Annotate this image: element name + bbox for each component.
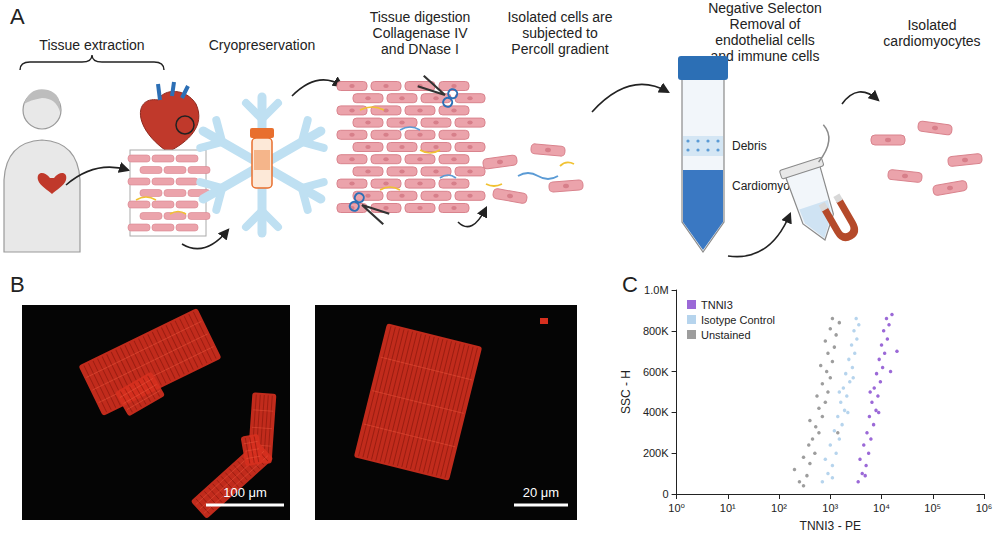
- svg-text:TNNI3: TNNI3: [701, 299, 733, 311]
- svg-text:subjected to: subjected to: [522, 25, 598, 41]
- svg-text:Unstained: Unstained: [701, 329, 751, 341]
- svg-text:Isolated cells are: Isolated cells are: [507, 9, 612, 25]
- svg-text:1.0M: 1.0M: [644, 284, 668, 296]
- svg-text:20 μm: 20 μm: [523, 485, 559, 500]
- svg-text:200K: 200K: [643, 447, 669, 459]
- svg-text:Isotype Control: Isotype Control: [701, 314, 775, 326]
- svg-text:Isolated: Isolated: [907, 17, 956, 33]
- svg-text:and immune cells: and immune cells: [710, 48, 820, 64]
- svg-text:Cryopreservation: Cryopreservation: [209, 37, 316, 53]
- svg-text:B: B: [10, 272, 25, 297]
- svg-text:TNNI3 - PE: TNNI3 - PE: [800, 519, 861, 533]
- svg-text:Tissue digestion: Tissue digestion: [370, 9, 471, 25]
- svg-text:100 μm: 100 μm: [223, 485, 267, 500]
- svg-text:10³: 10³: [822, 502, 838, 514]
- svg-text:cardiomyocytes: cardiomyocytes: [883, 33, 980, 49]
- svg-text:C: C: [622, 272, 638, 297]
- svg-text:Debris: Debris: [732, 139, 767, 153]
- svg-text:Percoll gradient: Percoll gradient: [511, 41, 608, 57]
- svg-text:800K: 800K: [643, 325, 669, 337]
- svg-text:SSC - H: SSC - H: [619, 370, 633, 414]
- svg-text:10⁰: 10⁰: [668, 502, 685, 514]
- svg-text:Collagenase IV: Collagenase IV: [373, 25, 469, 41]
- svg-text:endothelial cells: endothelial cells: [715, 32, 815, 48]
- svg-text:10⁴: 10⁴: [873, 502, 890, 514]
- svg-text:A: A: [10, 4, 25, 29]
- svg-text:400K: 400K: [643, 406, 669, 418]
- svg-text:0: 0: [662, 488, 668, 500]
- svg-text:Cardiomyocytes: Cardiomyocytes: [732, 179, 818, 193]
- svg-text:Removal of: Removal of: [730, 16, 801, 32]
- svg-text:Tissue extraction: Tissue extraction: [39, 37, 144, 53]
- svg-text:600K: 600K: [643, 366, 669, 378]
- svg-text:and DNase I: and DNase I: [381, 41, 459, 57]
- svg-text:10²: 10²: [771, 502, 787, 514]
- svg-text:10⁶: 10⁶: [976, 502, 993, 514]
- svg-text:10¹: 10¹: [720, 502, 736, 514]
- svg-text:Negative Selecton: Negative Selecton: [708, 0, 822, 16]
- svg-text:10⁵: 10⁵: [924, 502, 941, 514]
